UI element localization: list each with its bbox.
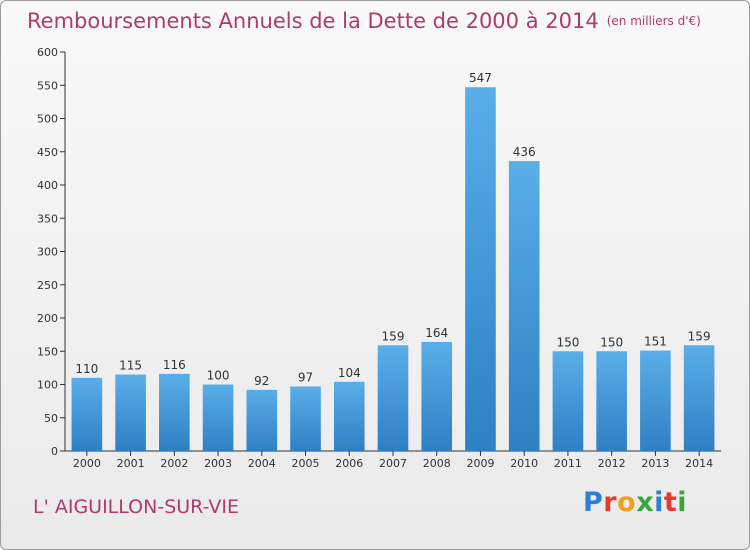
bar bbox=[377, 345, 409, 451]
x-tick-label: 2003 bbox=[204, 457, 232, 470]
bar bbox=[596, 351, 627, 451]
bar bbox=[202, 384, 234, 451]
x-tick-label: 2011 bbox=[554, 457, 582, 470]
x-tick-label: 2009 bbox=[466, 457, 494, 470]
bar bbox=[508, 161, 540, 451]
data-label: 150 bbox=[556, 335, 579, 349]
x-tick-label: 2001 bbox=[117, 457, 145, 470]
bar bbox=[115, 374, 146, 451]
x-tick-label: 2012 bbox=[598, 457, 626, 470]
data-label: 116 bbox=[163, 358, 186, 372]
y-tick-label: 350 bbox=[37, 212, 58, 225]
bar bbox=[465, 87, 496, 452]
data-label: 164 bbox=[425, 326, 448, 340]
bar bbox=[552, 351, 584, 451]
data-label: 97 bbox=[298, 370, 313, 384]
y-tick-label: 500 bbox=[37, 113, 58, 126]
logo-letter: o bbox=[617, 487, 637, 518]
y-tick-label: 550 bbox=[37, 79, 58, 92]
y-tick-label: 450 bbox=[37, 146, 58, 159]
chart-title: Remboursements Annuels de la Dette de 20… bbox=[27, 9, 701, 33]
y-tick-label: 200 bbox=[37, 312, 58, 325]
logo-letter: x bbox=[636, 487, 655, 518]
proxiti-logo: Proxiti bbox=[583, 487, 687, 518]
bar bbox=[683, 345, 715, 451]
data-label: 159 bbox=[382, 329, 405, 343]
bar bbox=[640, 350, 671, 451]
x-tick-label: 2000 bbox=[73, 457, 101, 470]
data-label: 436 bbox=[513, 145, 536, 159]
bar bbox=[159, 373, 190, 451]
x-tick-label: 2014 bbox=[685, 457, 713, 470]
data-label: 159 bbox=[688, 329, 711, 343]
y-tick-label: 100 bbox=[37, 379, 58, 392]
logo-letter: t bbox=[663, 487, 678, 518]
y-tick-label: 300 bbox=[37, 246, 58, 259]
logo-letter: r bbox=[603, 487, 618, 518]
data-label: 110 bbox=[75, 362, 98, 376]
bar bbox=[421, 341, 453, 451]
x-tick-label: 2004 bbox=[248, 457, 276, 470]
y-tick-label: 250 bbox=[37, 279, 58, 292]
y-tick-label: 600 bbox=[37, 46, 58, 59]
x-tick-label: 2013 bbox=[641, 457, 669, 470]
data-label: 547 bbox=[469, 71, 492, 85]
data-label: 92 bbox=[254, 374, 269, 388]
logo-letter: P bbox=[583, 487, 604, 518]
chart-unit: (en milliers d'€) bbox=[606, 14, 701, 28]
commune-name: L' AIGUILLON-SUR-VIE bbox=[33, 496, 239, 518]
logo-letter: i bbox=[654, 487, 664, 518]
x-tick-label: 2006 bbox=[335, 457, 363, 470]
x-tick-label: 2007 bbox=[379, 457, 407, 470]
y-tick-label: 50 bbox=[44, 412, 58, 425]
data-label: 150 bbox=[600, 335, 623, 349]
bar bbox=[290, 386, 321, 451]
bar bbox=[246, 389, 278, 451]
y-tick-label: 0 bbox=[51, 445, 58, 458]
x-tick-label: 2008 bbox=[423, 457, 451, 470]
logo-letter: i bbox=[677, 487, 688, 518]
bar bbox=[333, 381, 365, 451]
bar bbox=[71, 377, 103, 451]
data-label: 115 bbox=[119, 359, 142, 373]
data-label: 100 bbox=[207, 369, 230, 383]
x-tick-label: 2002 bbox=[160, 457, 188, 470]
y-tick-label: 400 bbox=[37, 179, 58, 192]
data-label: 151 bbox=[644, 335, 667, 349]
y-tick-label: 150 bbox=[37, 345, 58, 358]
x-tick-label: 2005 bbox=[292, 457, 320, 470]
chart-title-text: Remboursements Annuels de la Dette de 20… bbox=[27, 9, 599, 33]
data-label: 104 bbox=[338, 366, 361, 380]
x-tick-label: 2010 bbox=[510, 457, 538, 470]
